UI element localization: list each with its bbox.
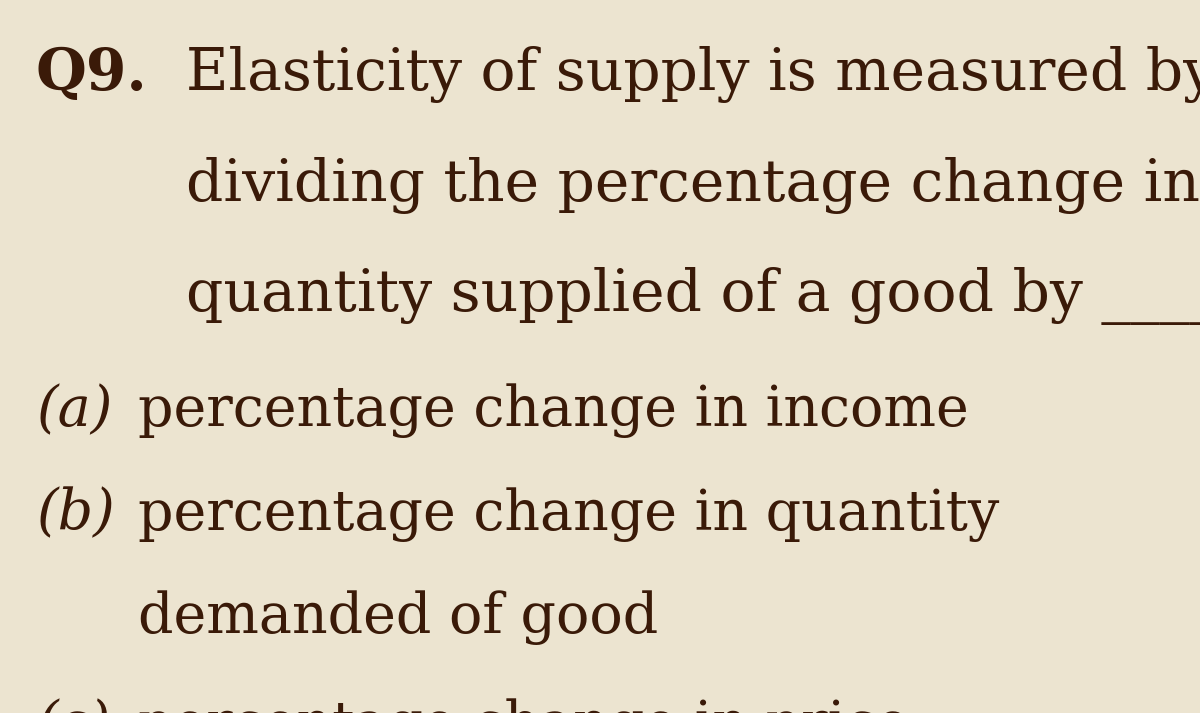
Text: percentage change in quantity: percentage change in quantity [138,487,1000,541]
Text: Q9.: Q9. [36,46,148,103]
Text: quantity supplied of a good by _____.: quantity supplied of a good by _____. [186,267,1200,325]
Text: dividing the percentage change in: dividing the percentage change in [186,157,1200,214]
Text: demanded of good: demanded of good [138,590,659,645]
Text: (b): (b) [36,487,115,541]
Text: (c): (c) [36,699,110,713]
Text: percentage change in price: percentage change in price [138,699,910,713]
Text: Elasticity of supply is measured by: Elasticity of supply is measured by [186,46,1200,103]
Text: percentage change in income: percentage change in income [138,384,968,438]
Text: (a): (a) [36,384,113,438]
